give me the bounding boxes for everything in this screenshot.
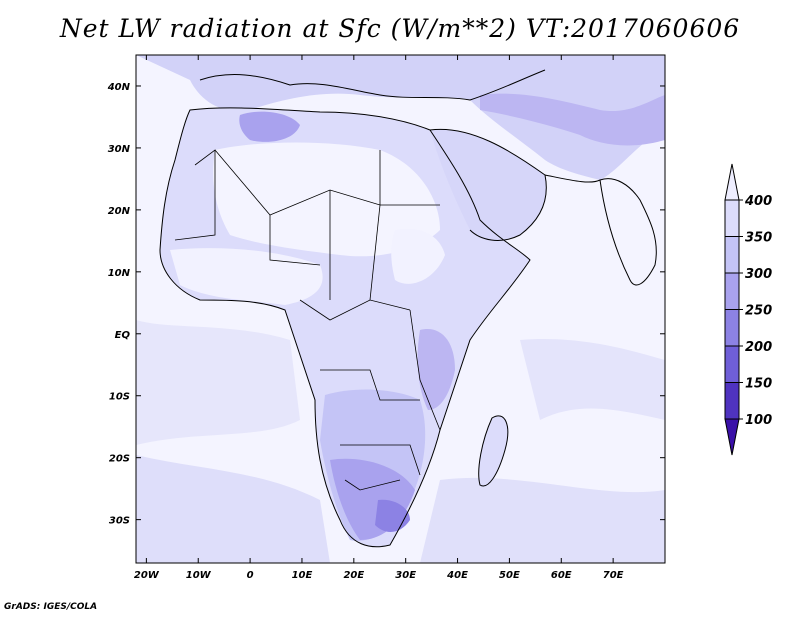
eurasia-land <box>136 55 665 180</box>
colorbar-label: 400 <box>744 194 772 209</box>
lon-tick-label: 20E <box>343 570 364 581</box>
africa-coastline <box>159 107 531 548</box>
lon-tick-label: 50E <box>499 570 520 581</box>
colorbar-segment <box>724 236 740 274</box>
radiation-field <box>136 55 665 563</box>
lon-tick-label: 10E <box>292 570 313 581</box>
mediterranean-coastline <box>199 69 546 101</box>
lat-tick-label: 40N <box>107 82 131 93</box>
colorbar-label: 100 <box>745 413 772 428</box>
colorbar-label: 300 <box>745 267 772 282</box>
lat-tick-label: 20S <box>109 454 130 465</box>
colorbar-label: 250 <box>745 304 772 319</box>
west-africa-region <box>170 248 323 305</box>
atlas-region <box>239 111 300 142</box>
lat-tick-label: 30S <box>109 516 130 527</box>
lon-tick-label: 20W <box>134 570 160 581</box>
arabia-land <box>430 129 547 241</box>
indian-ocean-patch <box>520 339 665 420</box>
lat-tick-label: 10N <box>108 268 131 279</box>
colorbar-segment <box>724 199 740 237</box>
colorbar-bottom-arrow <box>724 418 740 456</box>
arabia-coastline <box>429 128 547 241</box>
lon-tick-label: 0 <box>247 570 254 581</box>
lat-tick-label: 10S <box>109 392 130 403</box>
colorbar: 400 350 300 250 200 150 100 <box>724 163 772 456</box>
iran-highlands <box>480 93 665 146</box>
lon-tick-label: 40E <box>446 570 468 581</box>
lon-axis: 20W 10W 0 10E 20E 30E 40E 50E 60E 70E <box>134 55 624 581</box>
colorbar-top-arrow <box>724 163 740 201</box>
colorbar-segment <box>724 382 740 420</box>
lon-tick-label: 10W <box>186 570 212 581</box>
india-coastline <box>544 174 657 286</box>
colorbar-label: 150 <box>745 377 772 392</box>
lat-axis: 40N 30N 20N 10N EQ 10S 20S 30S <box>107 82 665 527</box>
map-frame <box>135 54 666 564</box>
country-borders <box>174 149 441 491</box>
colorbar-segment <box>724 272 740 310</box>
lat-tick-label: 30N <box>108 144 131 155</box>
colorbar-label: 350 <box>745 231 772 246</box>
colorbar-segment <box>724 345 740 383</box>
madagascar-land <box>478 415 509 487</box>
lon-tick-label: 70E <box>603 570 624 581</box>
south-atlantic-patch <box>136 455 330 563</box>
map-title: Net LW radiation at Sfc (W/m**2) VT:2017… <box>59 14 741 43</box>
lon-tick-label: 30E <box>395 570 416 581</box>
east-africa-region <box>417 329 455 410</box>
lat-tick-label: EQ <box>115 330 131 341</box>
atlantic-patch <box>136 320 300 445</box>
colorbar-segment <box>724 309 740 347</box>
south-indian-patch <box>420 477 665 563</box>
lat-tick-label: 20N <box>108 206 131 217</box>
colorbar-label: 200 <box>745 340 772 355</box>
ethiopia-region <box>391 228 445 284</box>
credit-label: GrADS: IGES/COLA <box>4 602 98 612</box>
lon-tick-label: 60E <box>551 570 572 581</box>
